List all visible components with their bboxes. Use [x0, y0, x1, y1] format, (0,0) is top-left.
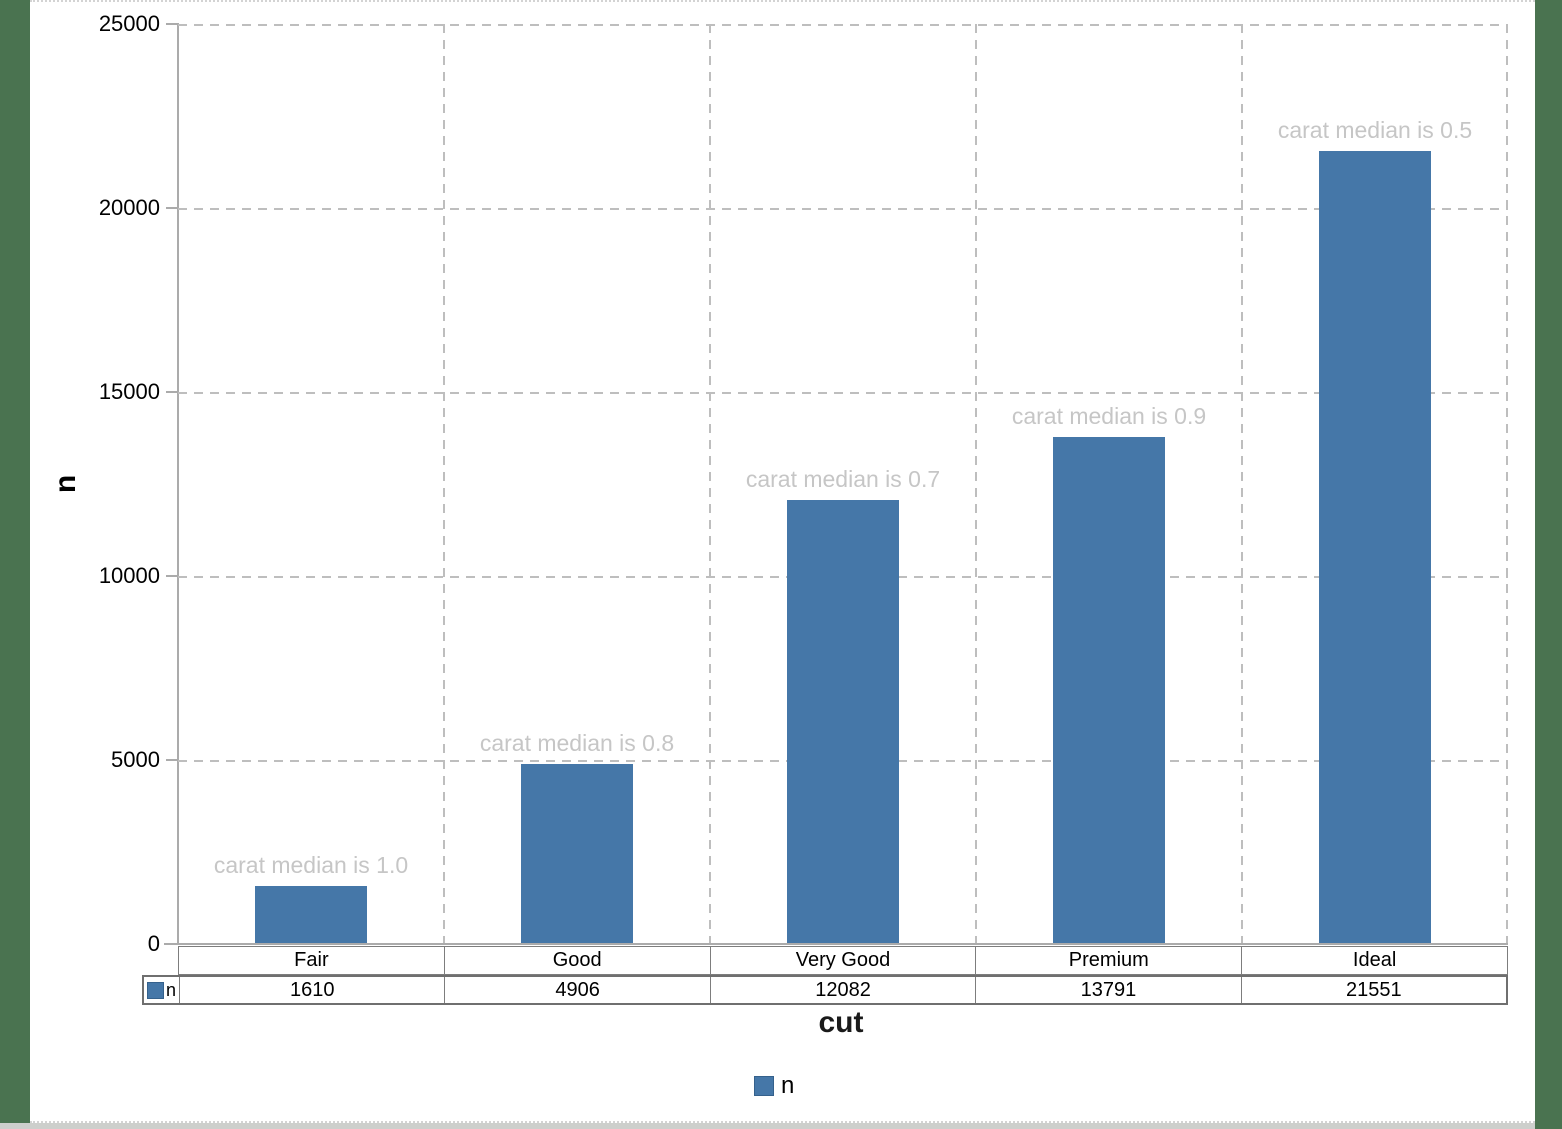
y-tick-label: 20000	[98, 195, 160, 220]
plot-area: carat median is 1.0 carat median is 0.8 …	[178, 24, 1508, 945]
y-tick-label: 10000	[98, 563, 160, 588]
gridline	[178, 392, 1508, 394]
legend-swatch-icon	[754, 1076, 774, 1096]
gridline-vertical	[975, 24, 977, 945]
y-tick-mark	[166, 207, 179, 209]
bar	[787, 500, 899, 945]
gridline-vertical	[1241, 24, 1243, 945]
x-axis-title: cut	[818, 1006, 864, 1039]
y-axis-line	[177, 24, 179, 945]
bottom-edge-strip	[0, 1123, 1535, 1129]
bar-annotation: carat median is 0.7	[745, 466, 941, 492]
category-label: Very Good	[709, 947, 976, 974]
value-cell: 12082	[709, 977, 975, 1003]
gridline-vertical	[443, 24, 445, 945]
bar-annotation: carat median is 0.5	[1277, 117, 1473, 143]
category-row: Fair Good Very Good Premium Ideal	[178, 946, 1508, 975]
value-cell: 13791	[975, 977, 1240, 1003]
series-key-cell: n	[144, 977, 179, 1003]
bar	[521, 764, 633, 945]
y-axis-title: n	[49, 474, 82, 494]
gridline	[178, 24, 1508, 26]
bar-annotation: carat median is 1.0	[213, 852, 409, 878]
gridline-vertical	[1506, 24, 1508, 945]
value-cell: 4906	[444, 977, 709, 1003]
y-tick-label: 25000	[98, 11, 160, 36]
series-key-label: n	[165, 980, 176, 1000]
y-tick-mark	[166, 391, 179, 393]
bar-annotation: carat median is 0.8	[479, 730, 675, 756]
y-tick-mark	[166, 759, 179, 761]
y-tick-label: 15000	[98, 379, 160, 404]
gridline	[178, 208, 1508, 210]
bar	[1319, 151, 1431, 945]
value-cell: 1610	[179, 977, 444, 1003]
data-table-row: n 1610 4906 12082 13791 21551	[142, 975, 1508, 1005]
gridline-vertical	[709, 24, 711, 945]
x-axis-line	[164, 943, 1508, 945]
legend-label: n	[781, 1072, 795, 1099]
y-tick-label: 0	[147, 931, 160, 956]
category-label: Good	[443, 947, 710, 974]
category-label: Premium	[975, 947, 1241, 974]
value-cell: 21551	[1240, 977, 1506, 1003]
category-label: Fair	[294, 949, 329, 971]
bar	[255, 886, 367, 945]
bar-annotation: carat median is 0.9	[1011, 403, 1207, 429]
category-label: Ideal	[1241, 947, 1507, 974]
bar	[1053, 437, 1165, 945]
series-swatch-icon	[146, 981, 164, 999]
y-tick-mark	[166, 575, 179, 577]
y-tick-label: 5000	[111, 747, 160, 772]
y-tick-mark	[166, 23, 179, 25]
legend: n	[754, 1072, 794, 1100]
